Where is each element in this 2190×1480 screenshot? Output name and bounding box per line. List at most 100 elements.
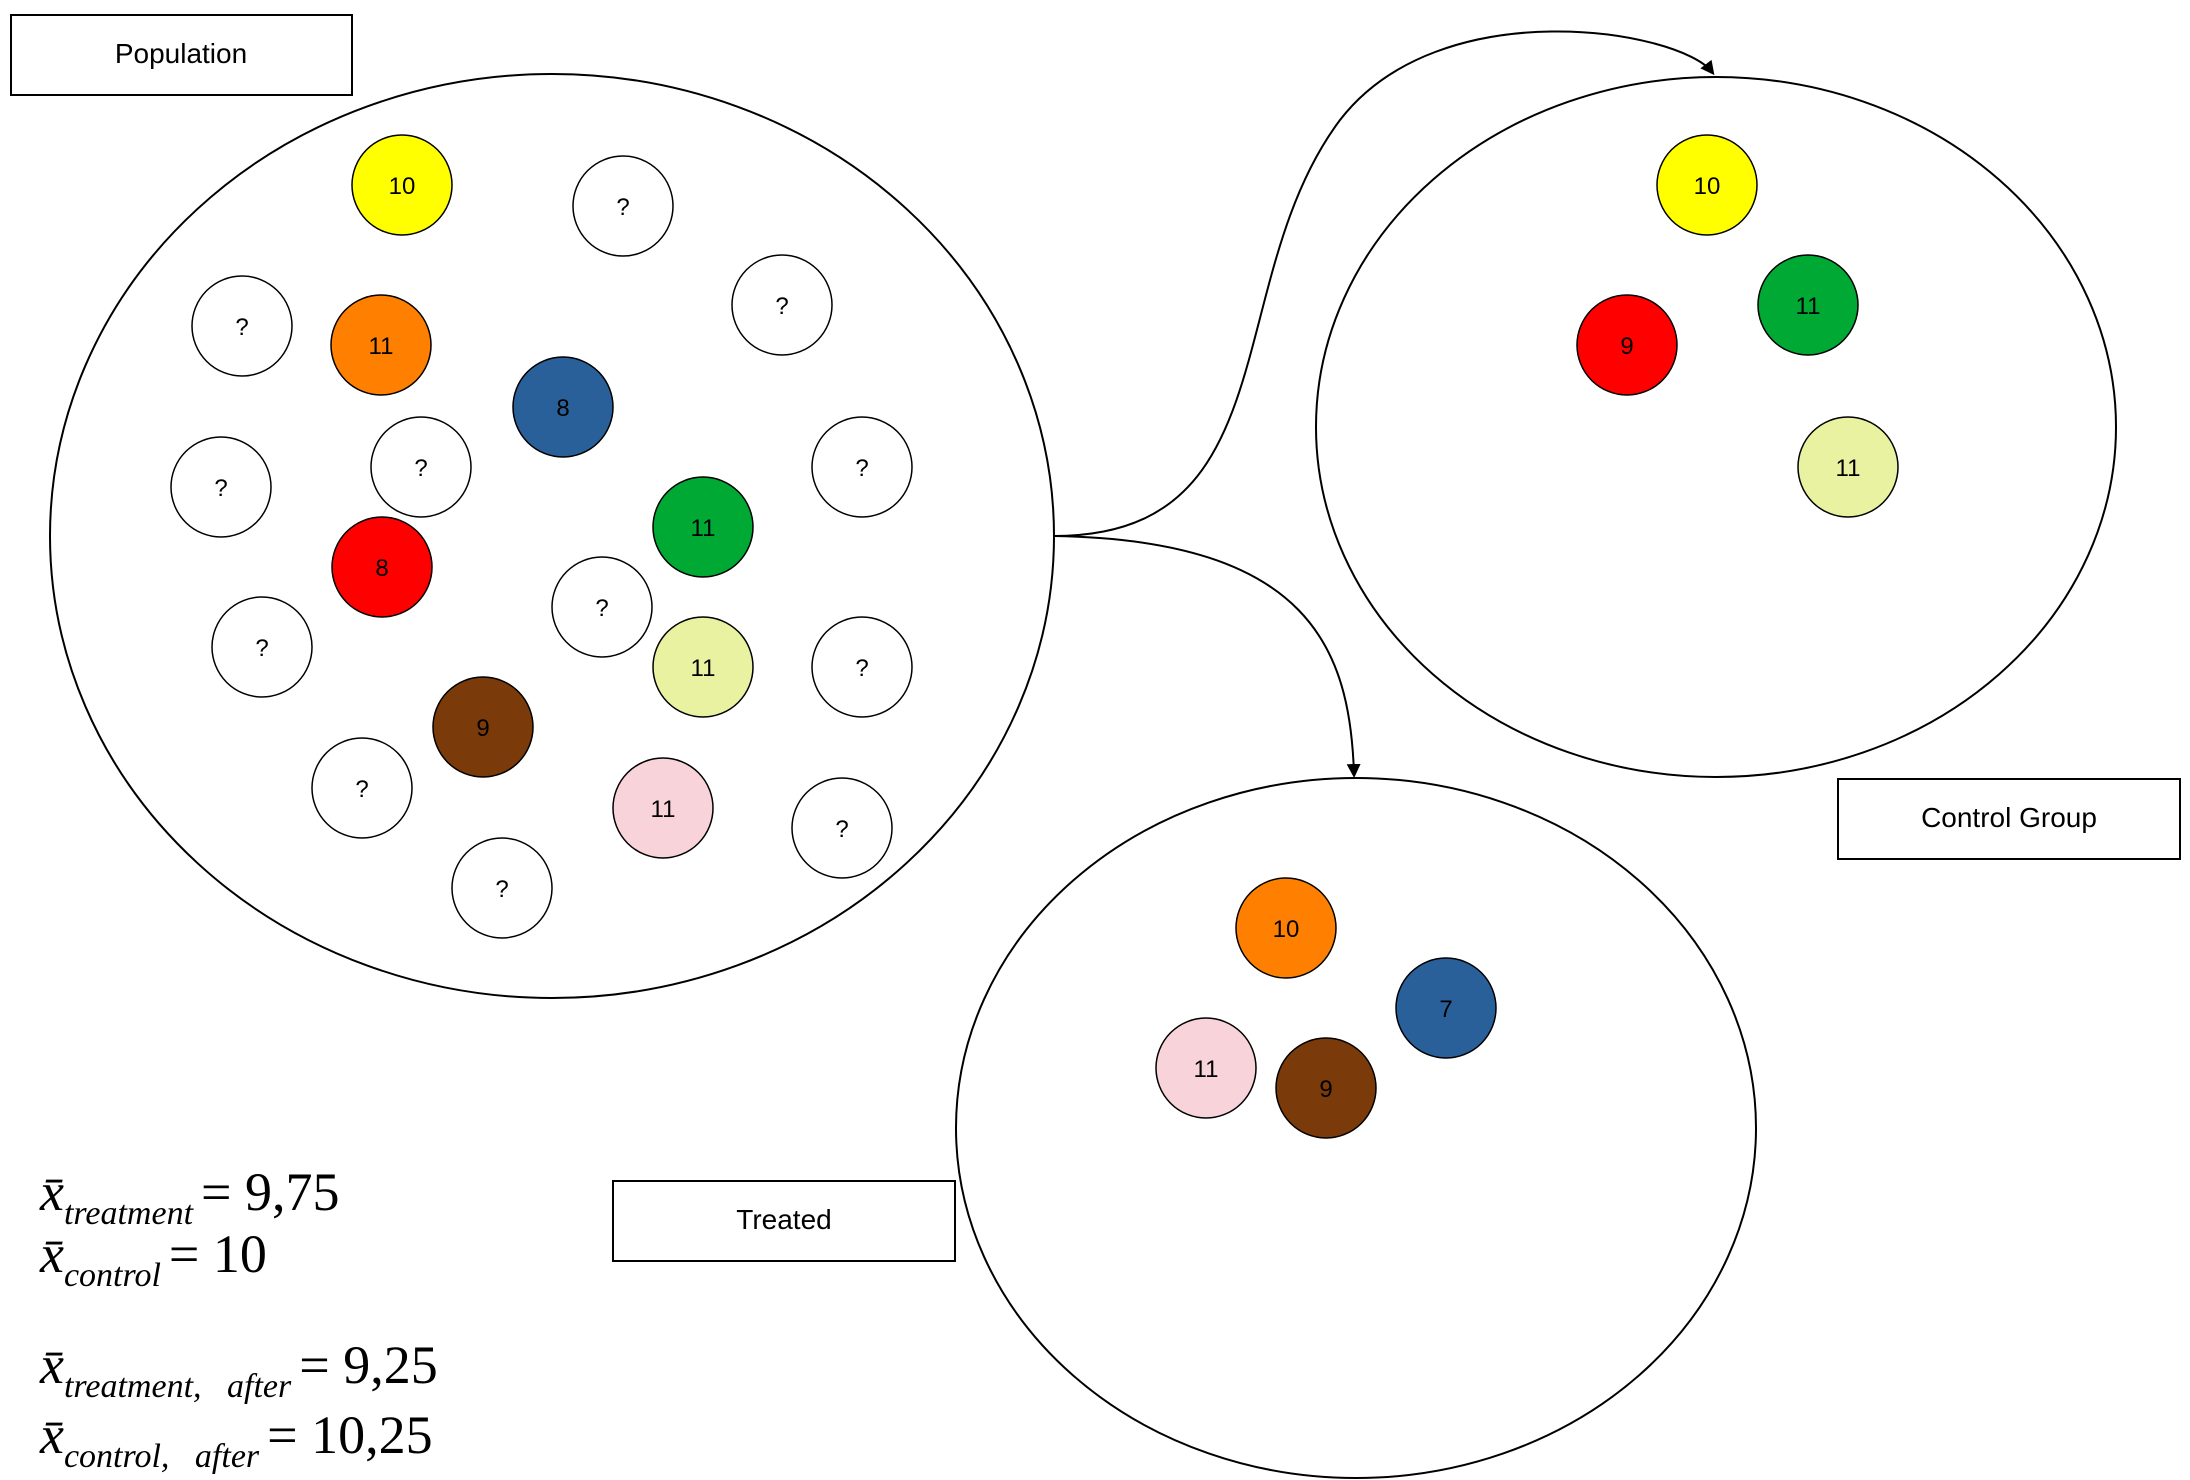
population-ball-value: ? (414, 455, 427, 482)
population-ball-7: ? (170, 436, 272, 538)
control-ball-3: 9 (1576, 294, 1678, 396)
arrow-to-control (1053, 30, 1715, 537)
population-ball-value: ? (495, 876, 508, 903)
control-ball-value: 11 (1836, 455, 1861, 482)
population-ball-15: ? (811, 616, 913, 718)
population-ball-circle (351, 134, 453, 236)
control-ball-circle (1656, 134, 1758, 236)
treated-ball-value: 7 (1439, 996, 1452, 1023)
treated-label-text: Treated (736, 1204, 831, 1235)
population-ball-value: ? (214, 475, 227, 502)
population-ball-circle (811, 616, 913, 718)
population-ball-circle (331, 516, 433, 618)
population-ball-circle (432, 676, 534, 778)
formula-mean-control: x̄control = 10 (39, 1224, 267, 1294)
population-ball-value: 9 (476, 715, 489, 742)
population-ball-value: 11 (369, 333, 394, 360)
population-ball-value: 11 (651, 796, 676, 823)
population-ball-circle (652, 616, 754, 718)
control-group-label-text: Control Group (1921, 802, 2097, 833)
control-ball-1: 10 (1656, 134, 1758, 236)
population-ball-value: ? (855, 655, 868, 682)
population-ball-value: 10 (389, 173, 416, 200)
population-ball-19: ? (791, 777, 893, 879)
treated-ball-value: 10 (1273, 916, 1300, 943)
population-ball-5: ? (731, 254, 833, 356)
population-ball-value: 8 (375, 555, 388, 582)
population-ball-10: 8 (331, 516, 433, 618)
population-ball-9: ? (811, 416, 913, 518)
treated-ball-circle (1395, 957, 1497, 1059)
population-balls: 10?? 11? 8?? ? 8 11?? 11 ? 9? 11?? (170, 134, 913, 939)
treated-ball-value: 9 (1319, 1076, 1332, 1103)
population-ball-2: ? (572, 155, 674, 257)
population-ellipse (49, 73, 1055, 999)
population-ball-18: 11 (612, 757, 714, 859)
treated-ball-circle (1275, 1037, 1377, 1139)
treated-ball-3: 11 (1155, 1017, 1257, 1119)
treated-ball-circle (1235, 877, 1337, 979)
population-label-text: Population (115, 38, 247, 69)
population-ball-value: ? (255, 635, 268, 662)
treated-ball-circle (1155, 1017, 1257, 1119)
population-ball-circle (370, 416, 472, 518)
population-ball-value: ? (595, 595, 608, 622)
control-group-label: Control Group (1837, 778, 2181, 860)
population-ball-13: ? (211, 596, 313, 698)
treated-ball-2: 7 (1395, 957, 1497, 1059)
population-ball-circle (451, 837, 553, 939)
population-ball-value: ? (235, 314, 248, 341)
population-ball-16: 9 (432, 676, 534, 778)
formula-mean-control-after: x̄control, after = 10,25 (39, 1405, 433, 1475)
population-ball-8: ? (370, 416, 472, 518)
population-ball-value: ? (775, 293, 788, 320)
treated-label: Treated (612, 1180, 956, 1262)
population-ball-value: ? (616, 194, 629, 221)
population-ball-6: 8 (512, 356, 614, 458)
population-ball-circle (731, 254, 833, 356)
formula-mean-treatment-after: x̄treatment, after = 9,25 (39, 1335, 438, 1405)
control-group-balls: 10 11 9 11 (1576, 134, 1899, 518)
treated-balls: 10 7 11 9 (1155, 877, 1497, 1139)
population-ball-value: ? (855, 455, 868, 482)
population-ball-circle (191, 275, 293, 377)
population-ball-17: ? (311, 737, 413, 839)
treated-ball-1: 10 (1235, 877, 1337, 979)
population-ball-1: 10 (351, 134, 453, 236)
population-ball-value: 11 (691, 515, 716, 542)
population-ball-value: ? (835, 816, 848, 843)
arrow-to-treated (1053, 535, 1361, 778)
population-ball-circle (330, 294, 432, 396)
population-ball-3: ? (191, 275, 293, 377)
treated-ball-value: 11 (1194, 1056, 1219, 1083)
control-ball-2: 11 (1757, 254, 1859, 356)
formula-mean-treatment: x̄treatment = 9,75 (39, 1162, 339, 1232)
population-ball-circle (311, 737, 413, 839)
control-ball-circle (1797, 416, 1899, 518)
population-ball-circle (512, 356, 614, 458)
control-ball-value: 10 (1694, 173, 1721, 200)
control-ball-value: 9 (1620, 333, 1633, 360)
control-group-ellipse (1315, 76, 2117, 778)
population-ball-circle (170, 436, 272, 538)
population-ball-4: 11 (330, 294, 432, 396)
population-ball-circle (791, 777, 893, 879)
control-ball-circle (1757, 254, 1859, 356)
population-ball-circle (652, 476, 754, 578)
population-label: Population (10, 14, 353, 96)
population-ball-circle (572, 155, 674, 257)
population-ball-12: ? (551, 556, 653, 658)
population-ball-20: ? (451, 837, 553, 939)
population-ball-11: 11 (652, 476, 754, 578)
control-ball-value: 11 (1796, 293, 1821, 320)
population-ball-circle (211, 596, 313, 698)
control-ball-circle (1576, 294, 1678, 396)
population-ball-circle (612, 757, 714, 859)
population-ball-14: 11 (652, 616, 754, 718)
population-ball-circle (551, 556, 653, 658)
treated-ball-4: 9 (1275, 1037, 1377, 1139)
population-ball-value: 11 (691, 655, 716, 682)
population-ball-value: 8 (556, 395, 569, 422)
formulas: x̄treatment = 9,75x̄control = 10 x̄treatmen… (39, 1162, 438, 1475)
